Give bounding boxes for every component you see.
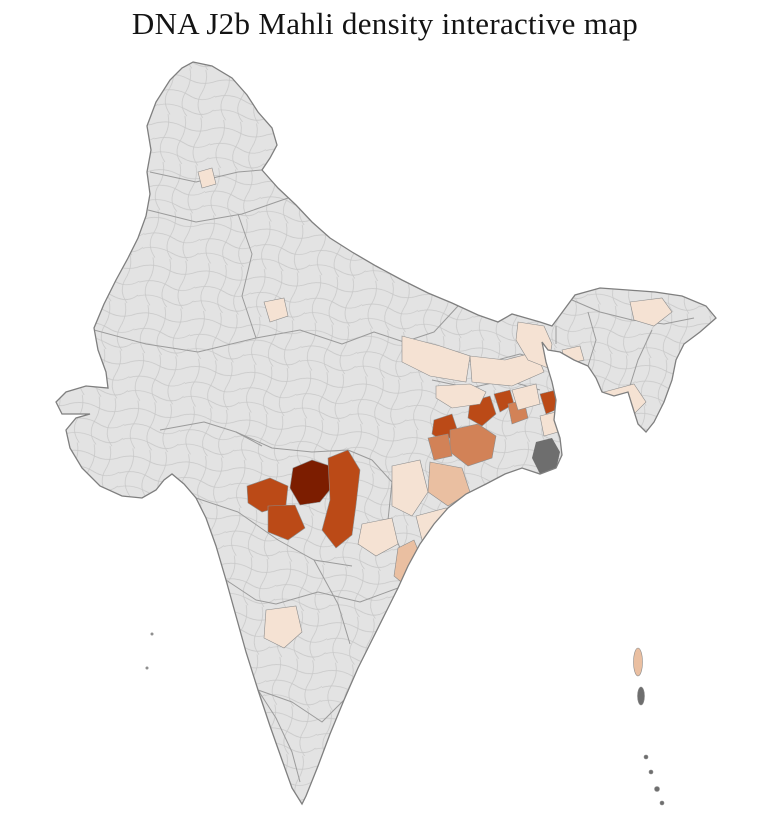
district-borders-texture	[56, 62, 716, 804]
island	[654, 786, 660, 792]
island	[637, 686, 645, 706]
district-hotspot[interactable]	[246, 477, 289, 513]
district-hotspot[interactable]	[629, 297, 673, 327]
delta-region	[532, 438, 560, 474]
district-hotspot[interactable]	[267, 504, 306, 541]
district-hotspot[interactable]	[427, 433, 453, 461]
island	[648, 769, 654, 775]
district-hotspot[interactable]	[435, 383, 487, 409]
islet	[150, 632, 154, 636]
island-hotspot[interactable]	[633, 647, 643, 677]
district-hotspot[interactable]	[321, 449, 361, 549]
district-hotspot[interactable]	[511, 383, 541, 411]
district-hotspot[interactable]	[263, 297, 289, 323]
page-title: DNA J2b Mahli density interactive map	[131, 6, 639, 41]
west-islets	[145, 632, 154, 670]
island-chain	[633, 647, 665, 806]
district-hotspot[interactable]	[263, 605, 303, 649]
island	[643, 754, 649, 760]
island	[659, 800, 665, 806]
district-hotspot[interactable]	[289, 459, 334, 506]
district-hotspot[interactable]	[401, 335, 471, 383]
district-hotspot[interactable]	[197, 167, 217, 189]
district-hotspot[interactable]	[357, 517, 399, 557]
choropleth-layer	[197, 167, 673, 649]
islet	[145, 666, 149, 670]
district-hotspot[interactable]	[391, 459, 429, 517]
district-hotspot[interactable]	[469, 351, 545, 387]
